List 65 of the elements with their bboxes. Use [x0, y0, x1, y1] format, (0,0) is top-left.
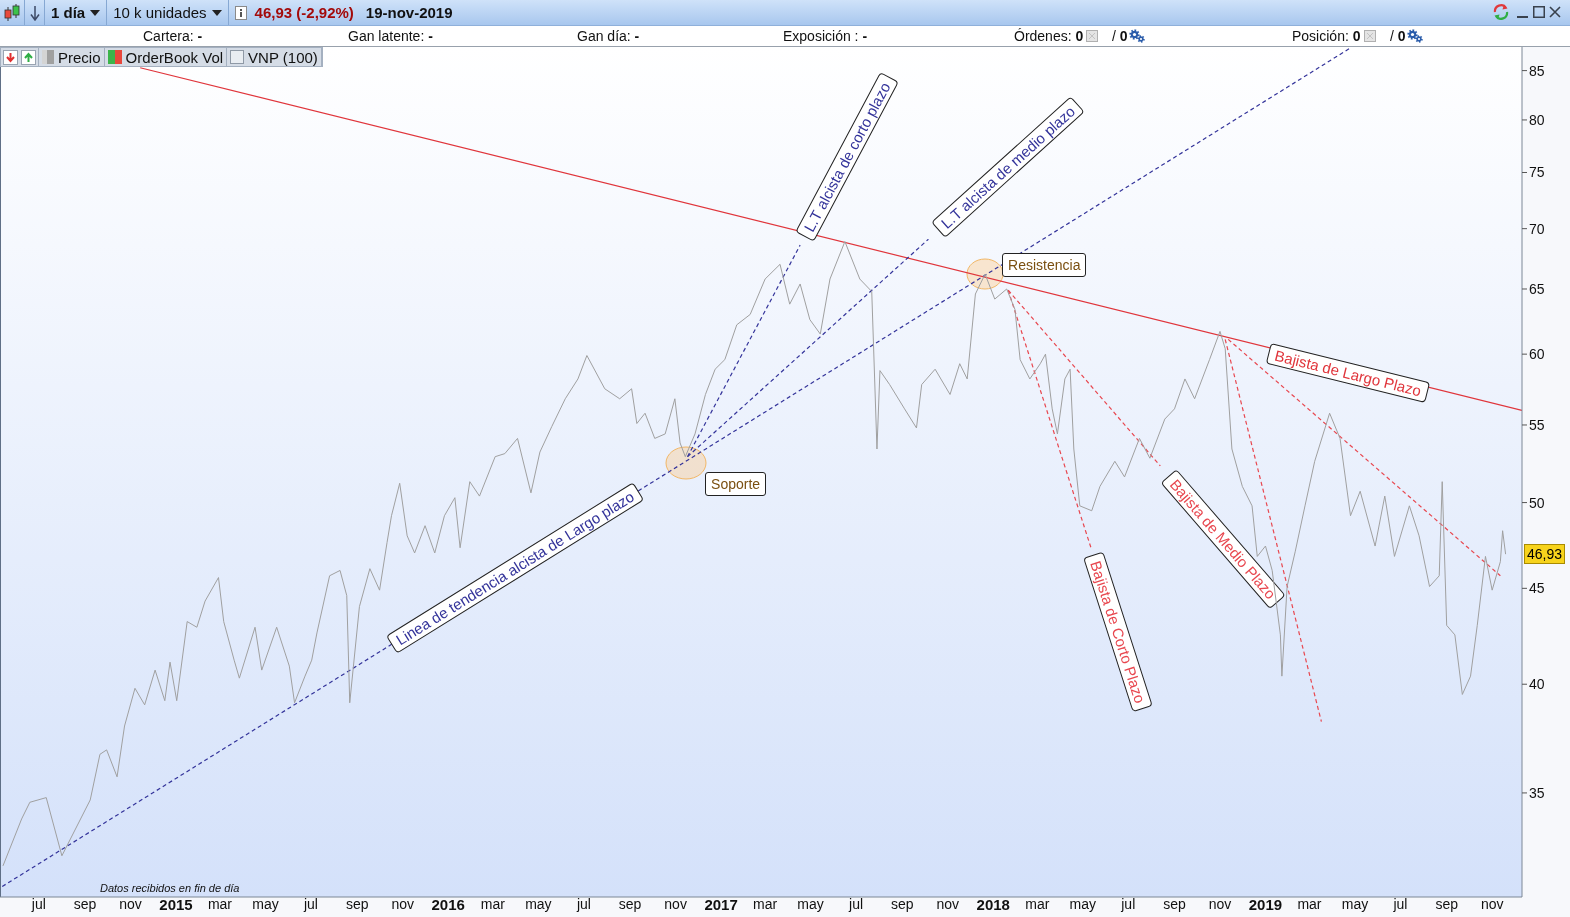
x-tick-label: jul — [848, 895, 864, 912]
x-tick-label: nov — [391, 895, 414, 912]
annotation: OrderBook Vol — [125, 48, 224, 66]
x-tick-label: mar — [1297, 895, 1322, 912]
x-tick-label: jul — [302, 895, 318, 912]
text: 19-nov-2019 — [365, 4, 453, 21]
x-tick-label: sep — [891, 895, 914, 912]
text: Gan día: - — [577, 28, 640, 44]
text: Bajista de Corto Plazo — [1083, 551, 1153, 713]
y-tick-label: 80 — [1529, 111, 1545, 128]
y-tick-label: 40 — [1529, 676, 1545, 693]
x-tick-label: may — [1341, 895, 1369, 912]
text: / 0 — [1112, 28, 1128, 44]
text: Gan latente: - — [348, 28, 433, 44]
x-tick-label: jul — [30, 895, 46, 912]
x-tick-label: 2015 — [159, 895, 193, 913]
x-tick-label: may — [797, 895, 824, 912]
x-tick-label: 2016 — [431, 895, 465, 913]
x-tick-label: jul — [1392, 895, 1408, 912]
text: 46,93 (-2,92%) — [254, 4, 354, 21]
x-tick-label: 2017 — [704, 895, 738, 913]
y-tick-label: 50 — [1529, 494, 1545, 511]
x-tick-label: may — [252, 895, 279, 912]
x-tick-label: sep — [73, 895, 97, 912]
x-tick-label: sep — [1163, 895, 1186, 912]
y-tick-label: 35 — [1529, 784, 1545, 801]
y-tick-label: 70 — [1529, 220, 1545, 237]
x-tick-label: may — [525, 895, 552, 912]
text: Cartera: - — [143, 28, 203, 44]
x-tick-label: mar — [753, 895, 778, 912]
x-tick-label: mar — [207, 895, 233, 912]
y-tick-label: 55 — [1529, 416, 1545, 433]
x-tick-label: sep — [618, 895, 642, 912]
text: 1 día — [51, 4, 86, 21]
annotation: Soporte — [705, 471, 767, 496]
y-tick-label: 75 — [1529, 164, 1545, 181]
x-tick-label: mar — [480, 895, 506, 912]
x-tick-label: may — [1069, 895, 1096, 912]
legend-label: Precio — [58, 48, 101, 66]
x-tick-label: mar — [1025, 895, 1050, 912]
x-tick-label: sep — [1435, 895, 1459, 912]
text: Posición: 0 — [1292, 28, 1361, 44]
x-tick-label: jul — [1120, 895, 1136, 912]
x-tick-label: nov — [936, 895, 960, 912]
x-tick-label: 2019 — [1248, 895, 1283, 913]
y-tick-label: 65 — [1529, 280, 1545, 297]
x-tick-label: jul — [575, 895, 591, 912]
x-tick-label: sep — [345, 895, 369, 912]
y-tick-label: 60 — [1529, 346, 1545, 363]
x-tick-label: nov — [664, 895, 687, 912]
x-tick-label: nov — [1208, 895, 1232, 912]
y-tick-label: 85 — [1529, 62, 1545, 79]
annotation: Datos recibidos en fin de día — [100, 882, 240, 894]
text: / 0 — [1390, 28, 1406, 44]
annotation: 46,93 — [1524, 544, 1566, 565]
text: Bajista de Largo Plazo — [1265, 342, 1431, 403]
x-tick-label: nov — [119, 895, 142, 912]
annotation: Resistencia — [1002, 253, 1087, 278]
annotation: VNP (100) — [248, 48, 318, 66]
text: Exposición : - — [783, 28, 868, 44]
x-tick-label: 2018 — [976, 895, 1010, 913]
text: 10 k unidades — [113, 4, 207, 21]
text: Órdenes: 0 — [1014, 28, 1084, 44]
x-tick-label: nov — [1480, 895, 1504, 912]
y-tick-label: 45 — [1529, 580, 1545, 597]
